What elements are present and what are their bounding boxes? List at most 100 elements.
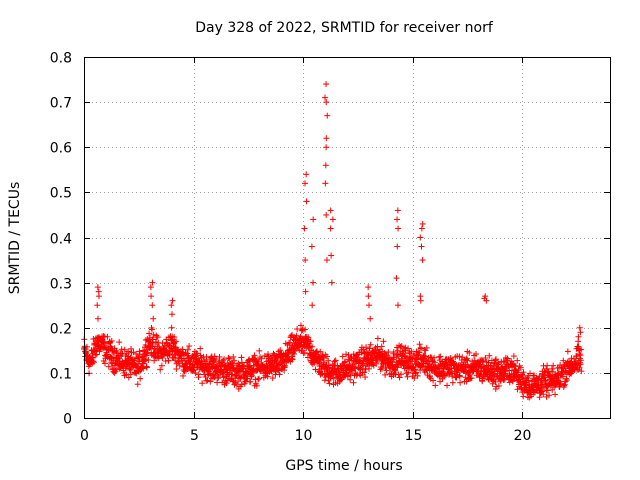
data-point xyxy=(207,378,214,385)
data-point xyxy=(172,357,179,364)
y-axis-label: SRMTID / TECUs xyxy=(7,182,23,295)
spike-point xyxy=(367,315,374,322)
data-point xyxy=(129,356,136,363)
data-point xyxy=(264,373,271,380)
data-point xyxy=(568,355,575,362)
y-tick-label: 0 xyxy=(63,412,72,428)
data-point xyxy=(236,375,243,382)
data-point xyxy=(476,374,483,381)
spike-point xyxy=(310,216,317,223)
spike-point xyxy=(322,162,329,169)
y-tick-label: 0.7 xyxy=(50,96,72,112)
data-point xyxy=(315,353,322,360)
spike-point xyxy=(394,302,401,309)
data-point xyxy=(456,353,463,360)
data-point xyxy=(180,372,187,379)
spike-point xyxy=(365,302,372,309)
data-point xyxy=(192,370,199,377)
data-point xyxy=(233,372,240,379)
spike-point xyxy=(150,315,157,322)
data-point xyxy=(125,374,132,381)
chart-title: Day 328 of 2022, SRMTID for receiver nor… xyxy=(195,20,494,36)
data-point xyxy=(184,346,191,353)
data-point xyxy=(432,382,439,389)
data-point xyxy=(520,369,527,376)
data-point xyxy=(332,357,339,364)
data-point xyxy=(289,356,296,363)
data-point xyxy=(108,337,115,344)
data-point xyxy=(154,334,161,341)
data-point xyxy=(486,352,493,359)
data-point xyxy=(500,358,507,365)
data-point xyxy=(560,382,567,389)
data-point xyxy=(430,377,437,384)
data-point xyxy=(221,356,228,363)
data-point xyxy=(493,383,500,390)
data-point xyxy=(544,362,551,369)
spike-point xyxy=(365,284,372,291)
data-point xyxy=(230,353,237,360)
spike-point xyxy=(324,112,331,119)
y-tick-label: 0.2 xyxy=(50,322,72,338)
data-point xyxy=(276,371,283,378)
data-point xyxy=(396,374,403,381)
data-point xyxy=(520,393,527,400)
data-point xyxy=(258,355,265,362)
data-point xyxy=(275,367,282,374)
data-point xyxy=(437,353,444,360)
data-point xyxy=(326,380,333,387)
spike-point xyxy=(417,234,424,241)
data-point xyxy=(93,351,100,358)
data-point xyxy=(534,376,541,383)
data-point xyxy=(563,377,570,384)
data-point xyxy=(241,362,248,369)
spike-point xyxy=(148,293,155,300)
data-point xyxy=(444,382,451,389)
data-point xyxy=(576,364,583,371)
data-point xyxy=(539,388,546,395)
spike-point xyxy=(329,216,336,223)
spike-point xyxy=(323,257,330,264)
spike-point xyxy=(419,257,426,264)
data-point xyxy=(255,376,262,383)
spike-point xyxy=(328,252,335,259)
data-point xyxy=(476,362,483,369)
spike-point xyxy=(323,81,330,88)
data-point xyxy=(225,354,232,361)
data-point xyxy=(564,348,571,355)
data-point xyxy=(347,376,354,383)
data-point xyxy=(149,336,156,343)
spike-point xyxy=(308,243,315,250)
data-point xyxy=(302,326,309,333)
data-point xyxy=(418,345,425,352)
data-point xyxy=(158,362,165,369)
data-point xyxy=(105,363,112,370)
data-point xyxy=(383,367,390,374)
data-point xyxy=(293,332,300,339)
data-point xyxy=(251,352,258,359)
spike-point xyxy=(303,198,310,205)
data-point xyxy=(527,370,534,377)
spike-point xyxy=(323,211,330,218)
data-point xyxy=(578,368,585,375)
data-point xyxy=(186,343,193,350)
spike-point xyxy=(301,180,308,187)
y-tick-label: 0.1 xyxy=(50,367,72,383)
data-point xyxy=(374,335,381,342)
data-point xyxy=(336,370,343,377)
data-point xyxy=(101,339,108,346)
data-point xyxy=(378,343,385,350)
data-point xyxy=(380,338,387,345)
data-point xyxy=(555,375,562,382)
data-point xyxy=(495,382,502,389)
spike-point xyxy=(365,293,372,300)
data-point xyxy=(517,364,524,371)
data-point xyxy=(449,379,456,386)
data-point xyxy=(360,362,367,369)
data-point xyxy=(557,380,564,387)
data-point xyxy=(332,365,339,372)
spike-point xyxy=(168,302,175,309)
data-point xyxy=(294,326,301,333)
data-point xyxy=(203,356,210,363)
spike-point xyxy=(577,329,584,336)
